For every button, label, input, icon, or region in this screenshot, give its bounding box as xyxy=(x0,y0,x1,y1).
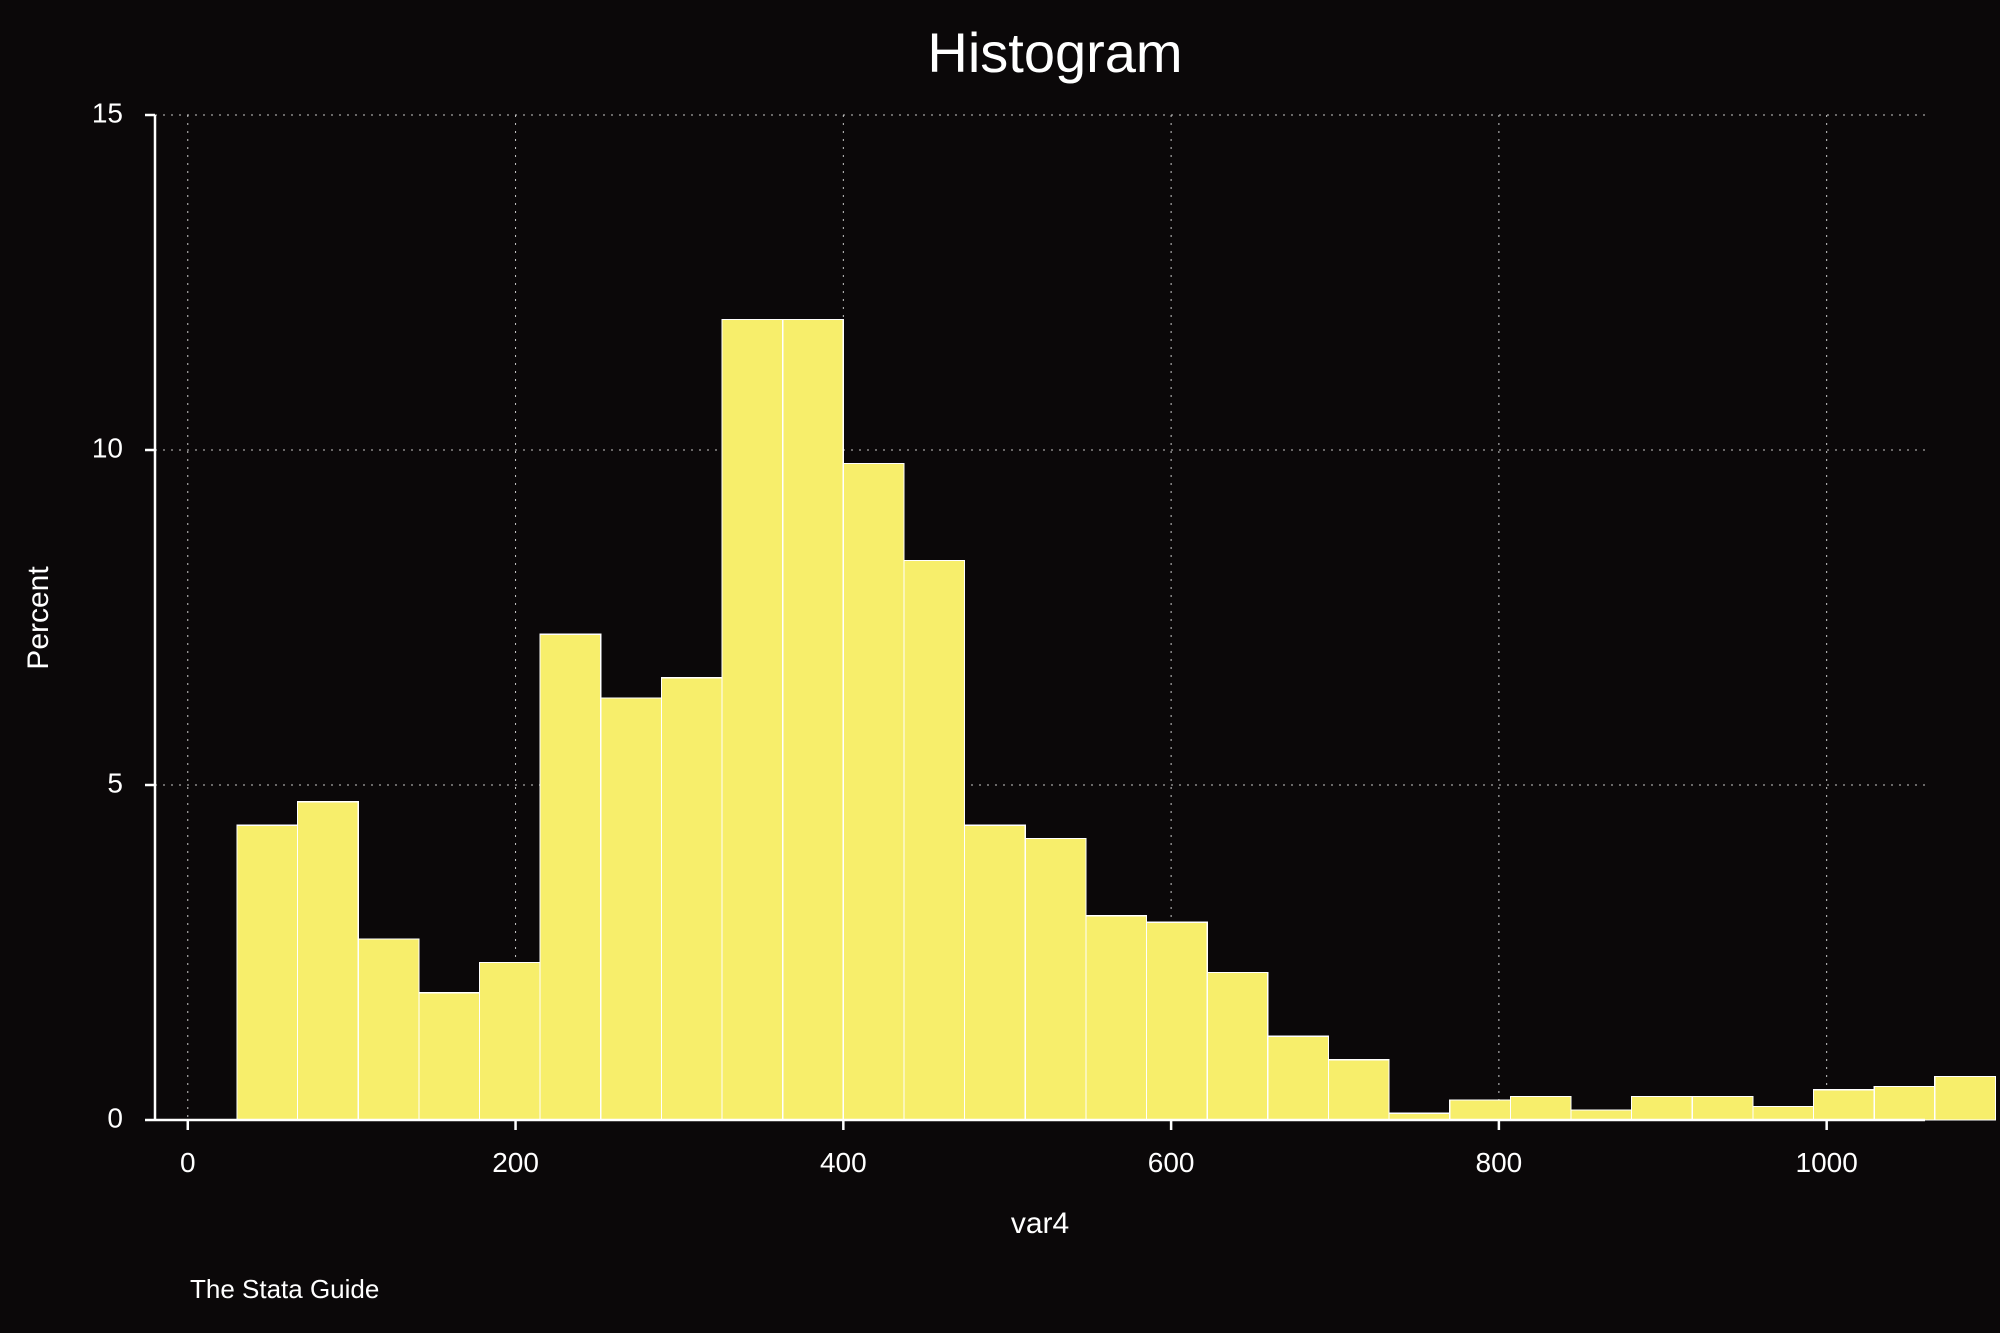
histogram-bar xyxy=(965,825,1026,1120)
histogram-bar xyxy=(1571,1110,1632,1120)
x-tick-label: 200 xyxy=(492,1147,539,1178)
histogram-bar xyxy=(1874,1087,1935,1121)
histogram-bar xyxy=(237,825,298,1120)
y-tick-label: 10 xyxy=(92,432,123,463)
chart-caption: The Stata Guide xyxy=(190,1274,379,1304)
histogram-chart: 0 200 400 600 800 1000 0 5 10 15 Histogram var4 Perc… xyxy=(0,0,2000,1333)
histogram-bar xyxy=(1025,839,1086,1120)
histogram-bar xyxy=(540,634,601,1120)
histogram-bar xyxy=(843,463,904,1120)
histogram-bar xyxy=(1268,1036,1329,1120)
y-axis-label: Percent xyxy=(22,566,55,670)
histogram-bar xyxy=(1632,1097,1693,1120)
histogram-bar xyxy=(601,698,662,1120)
x-tick-label: 1000 xyxy=(1796,1147,1858,1178)
chart-container: 0 200 400 600 800 1000 0 5 10 15 Histogram var4 Perc… xyxy=(0,0,2000,1333)
x-axis-label: var4 xyxy=(1011,1207,1069,1240)
histogram-bar xyxy=(298,802,359,1120)
y-tick-label: 0 xyxy=(107,1102,123,1133)
histogram-bar xyxy=(1086,916,1147,1120)
histogram-bar xyxy=(1935,1076,1996,1120)
chart-title: Histogram xyxy=(927,21,1182,84)
histogram-bar xyxy=(1753,1107,1814,1120)
histogram-bar xyxy=(1510,1097,1571,1120)
histogram-bar xyxy=(1814,1090,1875,1120)
histogram-bar xyxy=(661,678,722,1120)
histogram-bar xyxy=(419,993,480,1120)
histogram-bar xyxy=(1692,1097,1753,1120)
y-tick-label: 5 xyxy=(107,767,123,798)
histogram-bar xyxy=(722,319,783,1120)
histogram-bar xyxy=(1207,973,1268,1120)
histogram-bar xyxy=(480,963,541,1120)
x-tick-label: 400 xyxy=(820,1147,867,1178)
histogram-bar xyxy=(1328,1060,1389,1120)
histogram-bar xyxy=(783,319,844,1120)
chart-background xyxy=(0,0,2000,1333)
x-tick-label: 800 xyxy=(1476,1147,1523,1178)
x-tick-label: 600 xyxy=(1148,1147,1195,1178)
x-tick-label: 0 xyxy=(180,1147,196,1178)
y-tick-label: 15 xyxy=(92,97,123,128)
histogram-bar xyxy=(1450,1100,1511,1120)
histogram-bar xyxy=(904,561,965,1120)
histogram-bar xyxy=(358,939,419,1120)
histogram-bar xyxy=(1147,922,1208,1120)
